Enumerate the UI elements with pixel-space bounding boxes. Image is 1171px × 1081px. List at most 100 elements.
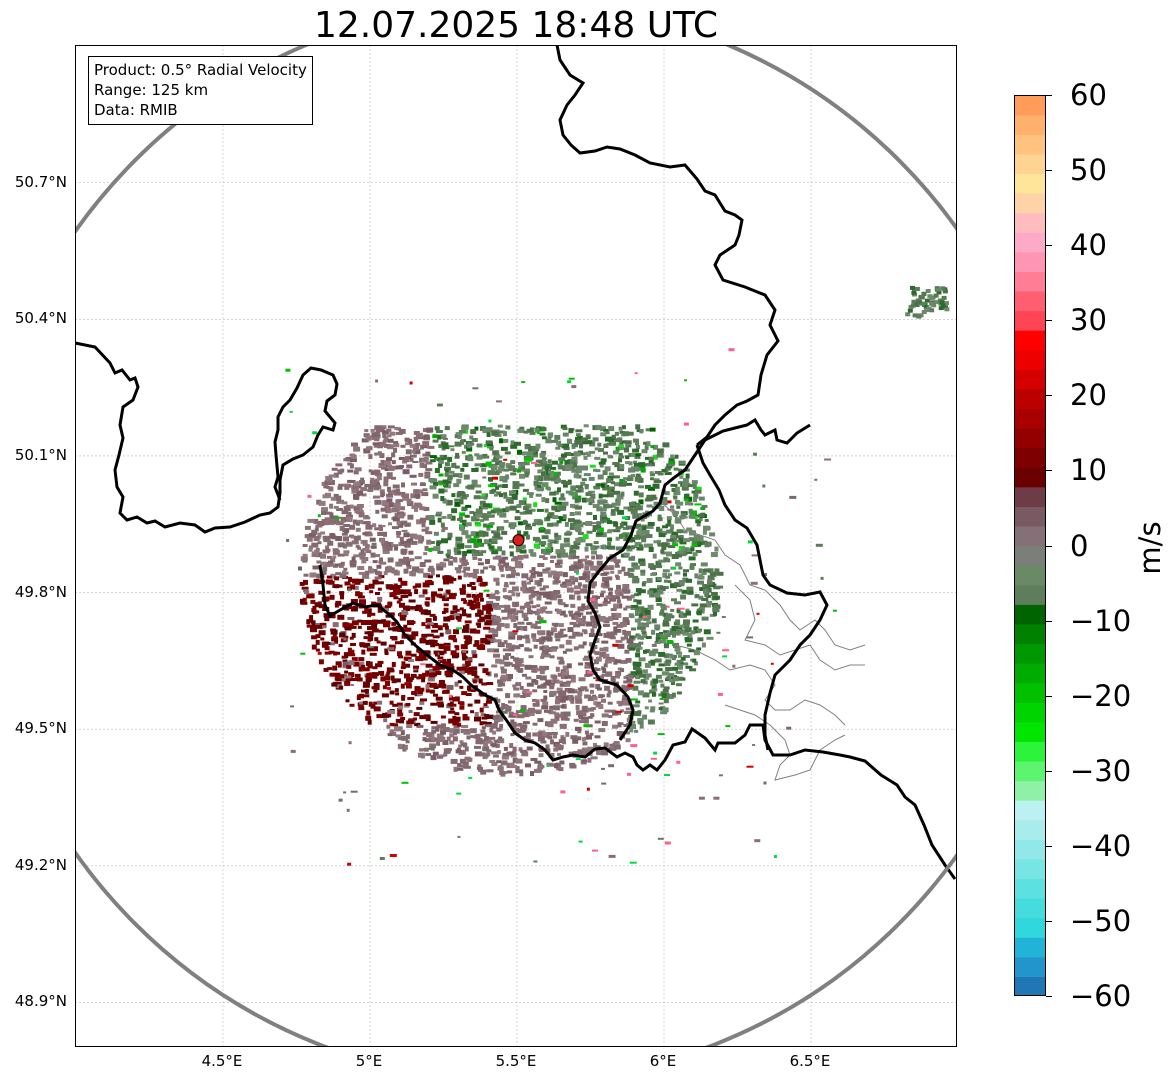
echo-cell xyxy=(384,648,389,654)
echo-cell xyxy=(581,465,588,471)
echo-cell xyxy=(393,447,398,453)
echo-cell xyxy=(534,571,539,575)
echo-cell xyxy=(343,550,348,556)
echo-cell xyxy=(619,464,625,469)
echo-speckle xyxy=(375,379,379,383)
echo-cell xyxy=(622,694,627,700)
echo-cell xyxy=(425,618,432,624)
echo-cell xyxy=(670,534,677,538)
echo-cell xyxy=(681,481,688,487)
echo-cell xyxy=(382,712,390,718)
echo-cell xyxy=(458,430,466,433)
echo-cell xyxy=(549,595,557,601)
echo-cell xyxy=(603,742,609,748)
echo-cell xyxy=(438,660,444,664)
echo-speckle xyxy=(832,609,837,612)
echo-cell xyxy=(432,434,438,439)
echo-cell xyxy=(371,628,379,633)
echo-cell xyxy=(386,472,393,478)
echo-cell xyxy=(457,767,464,771)
echo-cell xyxy=(506,566,511,571)
echo-cell xyxy=(506,751,512,755)
echo-cell xyxy=(682,478,689,484)
echo-cell xyxy=(636,505,641,511)
echo-cell xyxy=(442,479,449,485)
echo-cell xyxy=(579,443,583,449)
echo-cell xyxy=(616,711,621,716)
echo-cell xyxy=(560,493,565,499)
echo-cell xyxy=(558,497,566,501)
echo-cell xyxy=(568,492,575,496)
echo-cell xyxy=(460,729,465,734)
echo-cell xyxy=(523,626,528,631)
echo-cell xyxy=(387,710,395,714)
echo-cell xyxy=(679,461,686,465)
echo-cell xyxy=(660,500,668,506)
echo-cell xyxy=(555,762,561,768)
echo-cell xyxy=(349,703,355,707)
echo-cell xyxy=(581,437,588,443)
colorbar-tick-label: −10 xyxy=(1070,603,1132,638)
echo-cell xyxy=(609,488,615,493)
echo-cell xyxy=(559,505,567,511)
echo-cell xyxy=(543,695,548,701)
echo-cell xyxy=(423,714,431,718)
echo-cell xyxy=(488,627,495,633)
echo-cell xyxy=(560,546,564,552)
echo-cell xyxy=(671,681,675,686)
echo-cell xyxy=(572,443,578,448)
echo-cell xyxy=(476,578,483,583)
echo-cell xyxy=(308,532,316,538)
echo-cell xyxy=(368,484,374,490)
echo-cell xyxy=(403,624,408,629)
echo-cell xyxy=(343,543,347,549)
echo-speckle xyxy=(568,377,575,380)
echo-cell xyxy=(611,679,616,682)
echo-cell xyxy=(539,675,547,681)
echo-cell xyxy=(545,548,552,553)
echo-cell xyxy=(535,668,540,672)
echo-cell xyxy=(531,678,537,683)
colorbar-segment xyxy=(1014,447,1046,468)
echo-cell xyxy=(363,636,368,640)
echo-cell xyxy=(389,690,395,695)
echo-cell xyxy=(459,525,465,531)
echo-cell xyxy=(570,677,576,683)
echo-cell xyxy=(505,474,510,480)
echo-cell xyxy=(669,678,675,683)
echo-cell xyxy=(477,562,484,566)
echo-cell xyxy=(507,770,513,774)
echo-speckle xyxy=(657,733,665,736)
echo-cell xyxy=(399,506,405,511)
echo-cell xyxy=(639,544,643,549)
echo-cell xyxy=(455,536,463,542)
echo-cell xyxy=(610,511,616,516)
echo-cell xyxy=(539,639,545,645)
echo-speckle xyxy=(762,484,766,488)
lat-tick-label: 50.4°N xyxy=(14,309,67,328)
echo-cell xyxy=(695,550,702,553)
echo-cell xyxy=(666,538,673,542)
echo-cell xyxy=(599,514,607,519)
echo-cell xyxy=(682,623,690,629)
echo-cell xyxy=(612,681,619,685)
echo-cell xyxy=(581,705,588,710)
echo-cell xyxy=(357,619,363,623)
echo-cell xyxy=(479,739,486,745)
echo-cell xyxy=(678,566,683,570)
echo-cell xyxy=(461,522,468,527)
echo-cell xyxy=(517,530,522,536)
echo-cell xyxy=(469,604,476,609)
echo-cell xyxy=(398,598,403,601)
echo-cell xyxy=(318,630,326,636)
echo-cell xyxy=(313,624,318,630)
echo-cell xyxy=(688,556,696,561)
echo-cell xyxy=(474,484,482,488)
colorbar-segment xyxy=(1014,153,1046,174)
echo-cell xyxy=(306,536,313,542)
echo-cell xyxy=(612,621,619,625)
echo-cell xyxy=(593,645,598,649)
echo-cell xyxy=(329,512,334,518)
echo-cell xyxy=(508,465,516,471)
echo-cell xyxy=(475,601,481,605)
